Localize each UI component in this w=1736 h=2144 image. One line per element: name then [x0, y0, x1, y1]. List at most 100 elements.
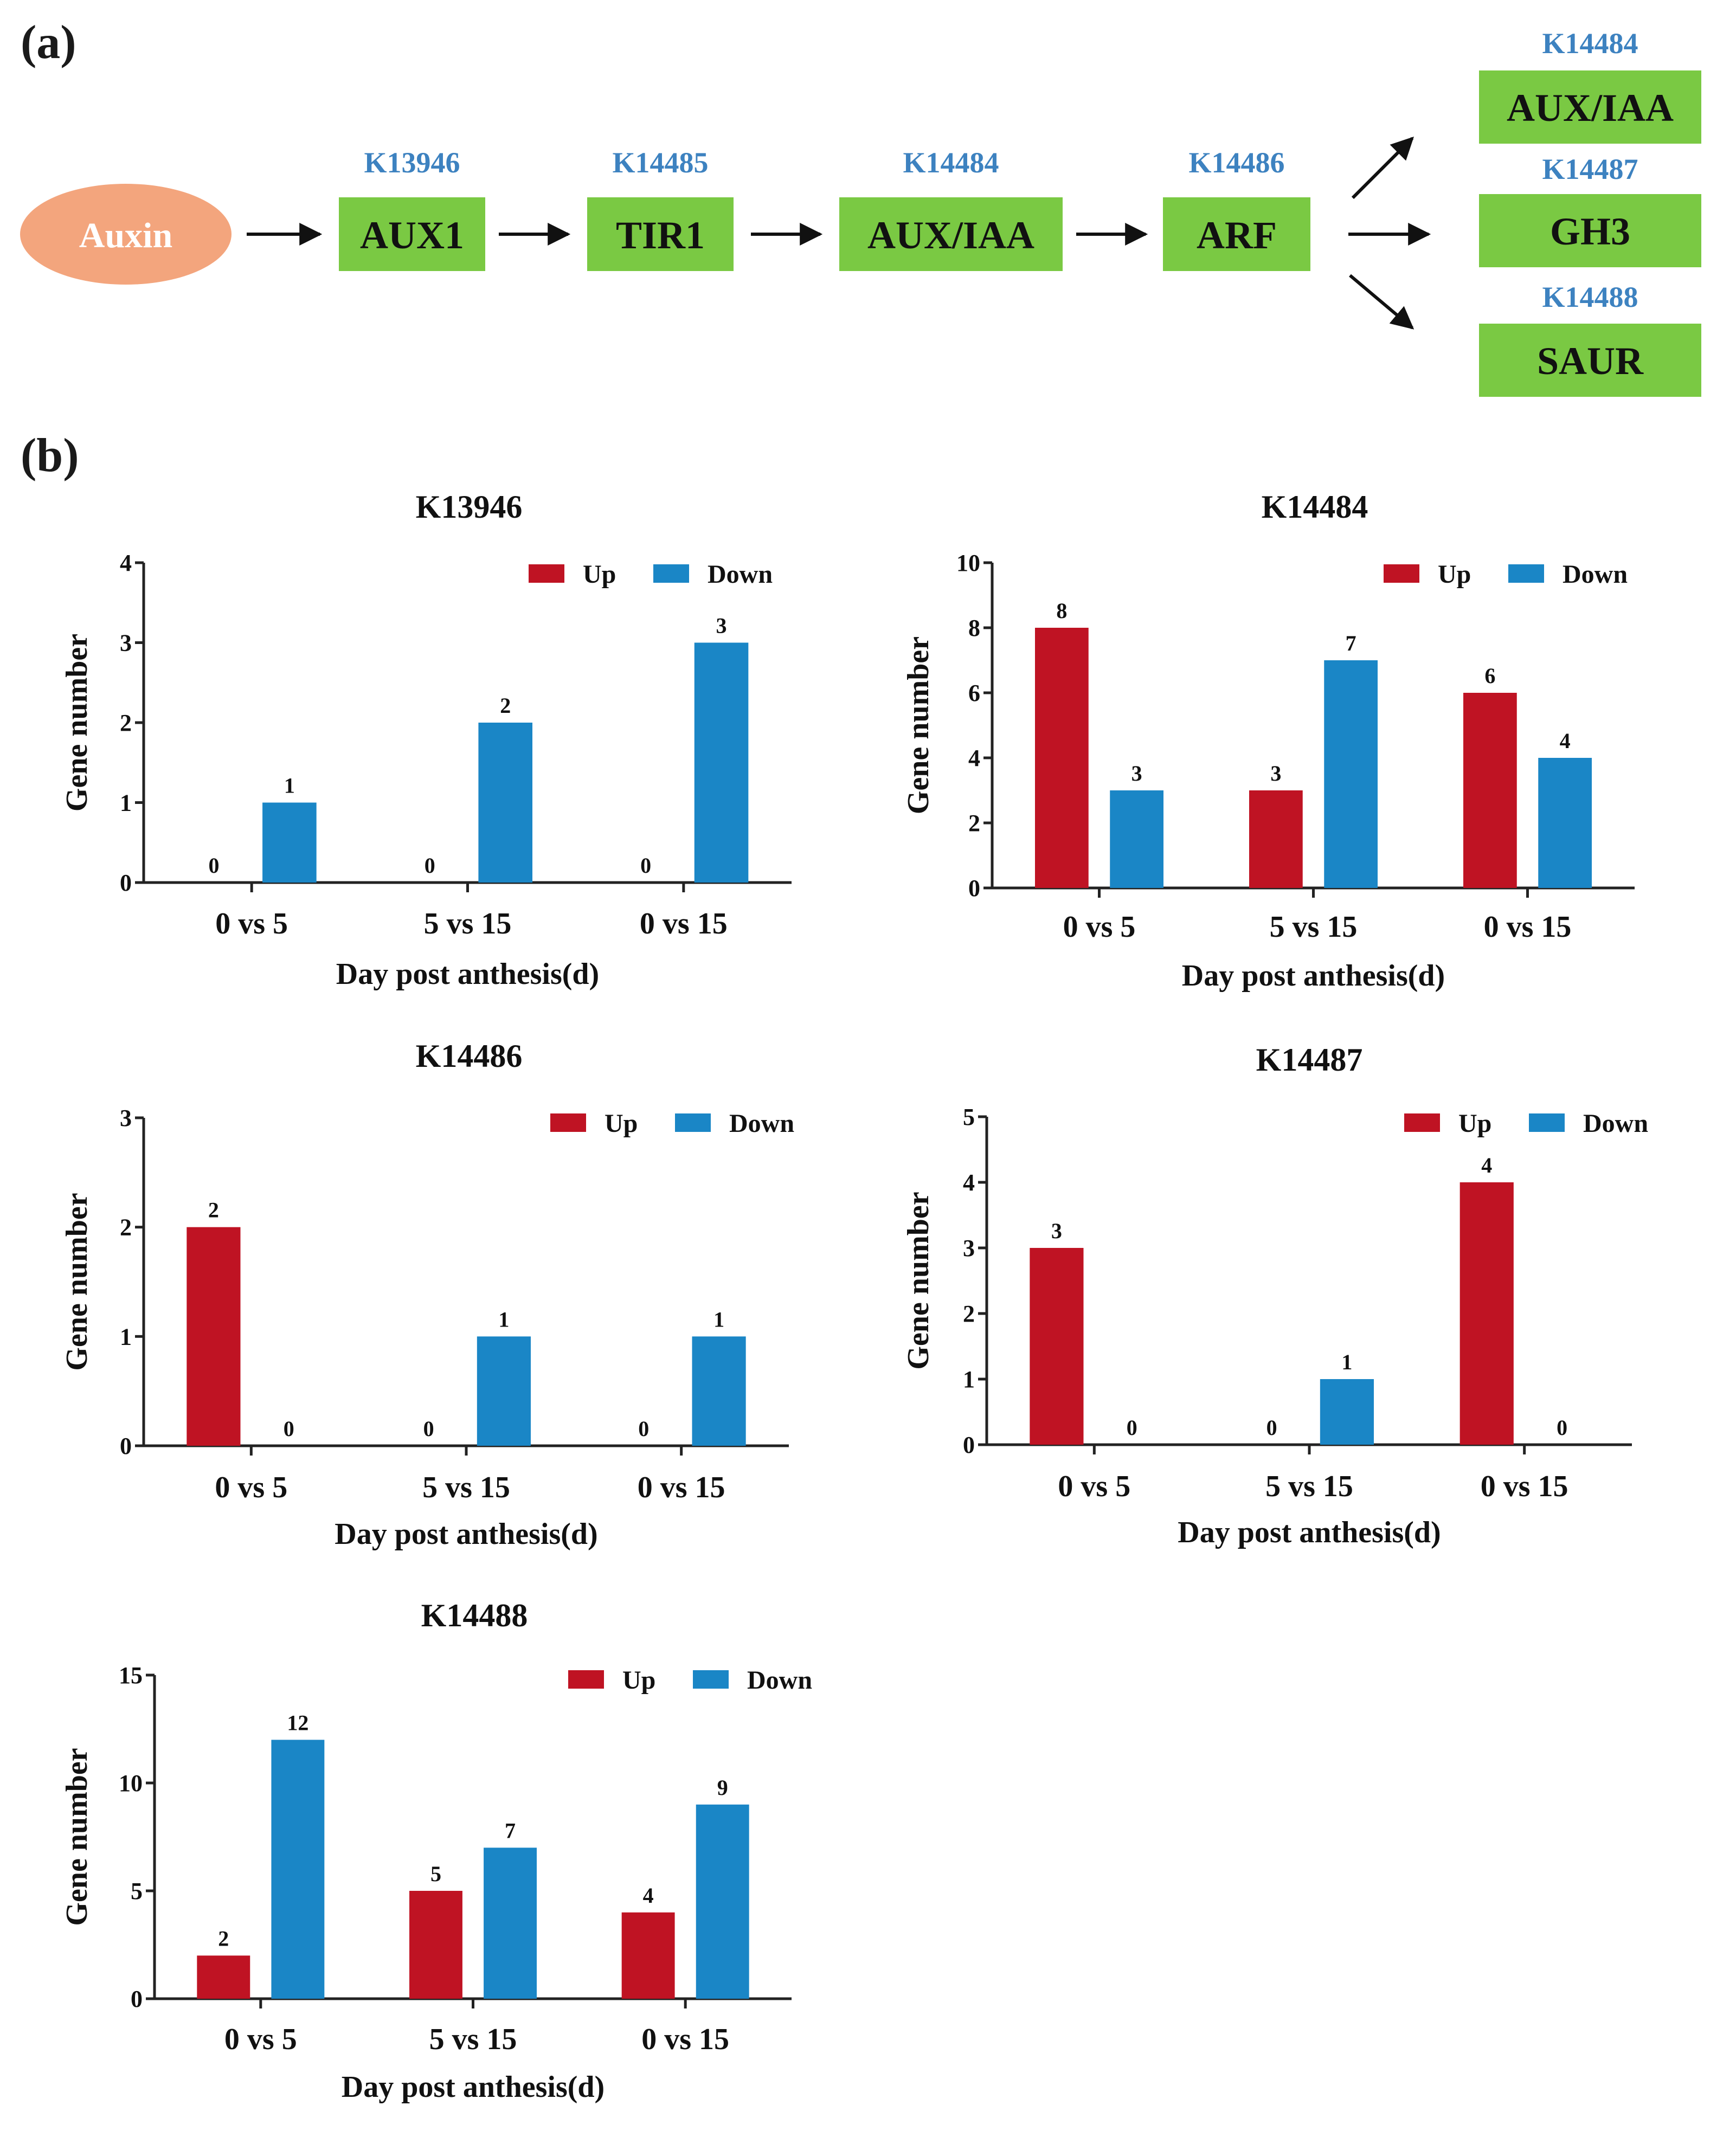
x-axis-label: Day post anthesis(d) [1178, 1516, 1441, 1549]
bar-value-label: 8 [1056, 598, 1067, 623]
y-tick-label: 4 [968, 745, 980, 771]
bar-value-label: 0 [284, 1417, 294, 1441]
legend-swatch-down [653, 564, 689, 583]
x-tick-label: 5 vs 15 [1265, 1470, 1353, 1503]
legend-label-down: Down [1583, 1109, 1648, 1138]
y-tick-label: 1 [120, 790, 132, 816]
pathway-output-box [1479, 324, 1701, 397]
y-tick-label: 3 [120, 630, 132, 656]
bar-value-label: 3 [1051, 1219, 1062, 1243]
bar-value-label: 0 [1557, 1415, 1567, 1440]
pathway-branch-arrow-1 [1351, 137, 1414, 199]
bar-down [1324, 660, 1378, 888]
x-tick-label: 0 vs 15 [638, 1471, 725, 1504]
pathway-output-label: GH3 [1550, 210, 1630, 253]
y-tick-label: 0 [131, 1986, 143, 2012]
bar-value-label: 12 [287, 1710, 308, 1735]
bar-down [1110, 790, 1163, 888]
bar-up [409, 1891, 462, 1999]
y-axis-label: Gene number [902, 1192, 935, 1369]
pathway-node-box [587, 197, 734, 271]
legend-swatch-down [675, 1113, 711, 1132]
x-tick-label: 0 vs 5 [1058, 1470, 1130, 1503]
y-tick-label: 10 [956, 550, 980, 576]
legend-label-up: Up [622, 1666, 655, 1695]
bar-value-label: 3 [716, 614, 727, 638]
bar-down [478, 723, 532, 883]
bar-value-label: 4 [1560, 729, 1571, 753]
bar-value-label: 0 [208, 853, 219, 878]
bar-down [696, 1804, 749, 1999]
legend-swatch-up [1404, 1113, 1440, 1132]
bar-up [1459, 1182, 1514, 1445]
legend-label-down: Down [708, 560, 773, 589]
y-tick-label: 0 [120, 1433, 132, 1459]
bar-down [271, 1740, 325, 1999]
y-tick-label: 3 [120, 1105, 132, 1131]
x-tick-label: 5 vs 15 [1270, 910, 1358, 944]
bar-value-label: 5 [430, 1862, 441, 1886]
legend-swatch-up [1384, 564, 1419, 583]
bar-value-label: 0 [1127, 1415, 1137, 1440]
y-tick-label: 1 [963, 1366, 975, 1393]
x-tick-label: 0 vs 5 [224, 2023, 297, 2056]
x-axis-label: Day post anthesis(d) [335, 1517, 597, 1551]
pathway-node-label: AUX1 [360, 214, 464, 257]
x-tick-label: 5 vs 15 [429, 2023, 517, 2056]
bar-down [484, 1847, 537, 1999]
y-axis-label: Gene number [60, 1748, 94, 1926]
bar-value-label: 7 [505, 1818, 516, 1843]
bar-value-label: 1 [284, 774, 295, 798]
chart-title: K14487 [1256, 1042, 1363, 1078]
pathway-node-code: K13946 [364, 146, 460, 179]
y-tick-label: 4 [963, 1169, 975, 1196]
y-tick-label: 2 [120, 710, 132, 736]
bar-value-label: 0 [1266, 1415, 1277, 1440]
bar-value-label: 3 [1131, 761, 1142, 786]
x-axis-label: Day post anthesis(d) [1182, 959, 1445, 993]
bar-value-label: 2 [218, 1926, 229, 1950]
x-tick-label: 5 vs 15 [424, 907, 512, 941]
pathway-node-box [339, 197, 485, 271]
legend: Up Down [550, 1109, 794, 1138]
x-tick-label: 0 vs 15 [1484, 910, 1572, 944]
auxin-label: Auxin [79, 216, 172, 255]
legend-label-up: Up [605, 1109, 638, 1138]
legend-label-up: Up [583, 560, 616, 589]
y-tick-label: 0 [120, 870, 132, 896]
bar-up [621, 1912, 675, 1999]
legend-swatch-down [693, 1670, 729, 1689]
pathway-output-code: K14484 [1542, 27, 1638, 60]
legend-label-up: Up [1458, 1109, 1491, 1138]
bar-down [1320, 1379, 1374, 1445]
x-tick-label: 0 vs 15 [641, 2023, 729, 2056]
x-tick-label: 0 vs 15 [1481, 1470, 1568, 1503]
bar-value-label: 7 [1346, 631, 1356, 655]
bar-up [1249, 790, 1303, 888]
legend-swatch-down [1508, 564, 1544, 583]
y-axis-label: Gene number [60, 634, 94, 812]
y-axis-label: Gene number [902, 636, 935, 814]
legend-label-down: Down [747, 1666, 812, 1695]
bar-down [1538, 758, 1592, 888]
panel-label-b: (b) [21, 429, 79, 482]
bar-value-label: 3 [1270, 761, 1281, 786]
panel-label-a: (a) [21, 16, 76, 69]
y-tick-label: 0 [968, 875, 980, 902]
legend: Up Down [529, 560, 773, 589]
pathway-node-box [1163, 197, 1310, 271]
legend-label-up: Up [1438, 560, 1471, 589]
chart-title: K14484 [1262, 489, 1368, 525]
x-axis-label: Day post anthesis(d) [342, 2070, 605, 2104]
bar-down [692, 1336, 746, 1446]
pathway-node-box [839, 197, 1063, 271]
x-tick-label: 0 vs 15 [640, 907, 728, 941]
y-tick-label: 15 [119, 1662, 143, 1689]
bar-value-label: 9 [717, 1775, 728, 1800]
legend: Up Down [1384, 560, 1628, 589]
pathway-node-code: K14486 [1188, 146, 1284, 179]
chart-k14484: K14484 0 2 4 6 8 10 Gene number 0 vs 5 8 3 5 vs 15 3… [902, 489, 1635, 993]
bar-down [477, 1336, 531, 1446]
